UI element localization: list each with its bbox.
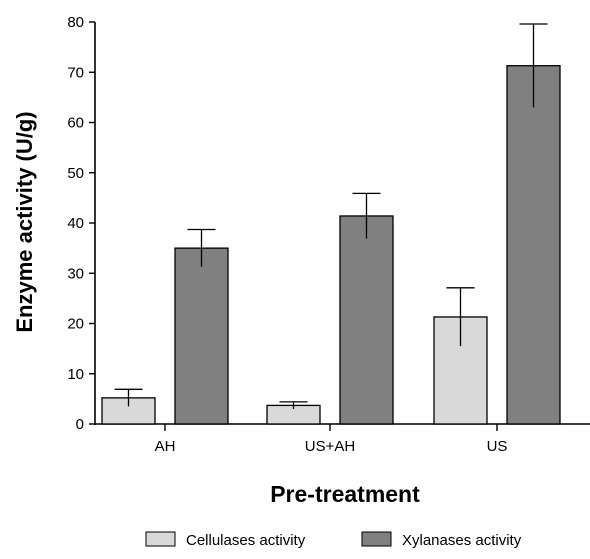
legend-swatch xyxy=(361,531,392,547)
legend-label: Cellulases activity xyxy=(186,532,306,549)
legend: Cellulases activity Xylanases activity xyxy=(145,531,522,549)
y-tick-label: 0 xyxy=(76,416,84,433)
bar xyxy=(506,65,561,425)
bars xyxy=(101,23,561,425)
y-tick-label: 60 xyxy=(67,115,84,132)
x-tick-label: US xyxy=(487,438,508,455)
x-axis-title: Pre-treatment xyxy=(270,481,420,507)
y-axis-title: Enzyme activity (U/g) xyxy=(12,111,37,332)
bar xyxy=(339,215,394,425)
y-tick-label: 10 xyxy=(67,366,84,383)
y-tick-label: 40 xyxy=(67,215,84,232)
bar xyxy=(433,316,488,425)
x-tick-label: US+AH xyxy=(305,438,355,455)
y-tick-label: 80 xyxy=(67,14,84,31)
y-tick-label: 50 xyxy=(67,165,84,182)
legend-label: Xylanases activity xyxy=(402,532,522,549)
y-axis-ticks: 0 10 20 30 40 50 60 70 80 xyxy=(67,14,95,433)
y-tick-label: 20 xyxy=(67,316,84,333)
y-tick-label: 30 xyxy=(67,265,84,282)
x-axis-ticks: AH US+AH US xyxy=(155,424,508,455)
x-tick-label: AH xyxy=(155,438,176,455)
legend-swatch xyxy=(145,531,176,547)
bar xyxy=(174,247,229,425)
y-tick-label: 70 xyxy=(67,64,84,81)
